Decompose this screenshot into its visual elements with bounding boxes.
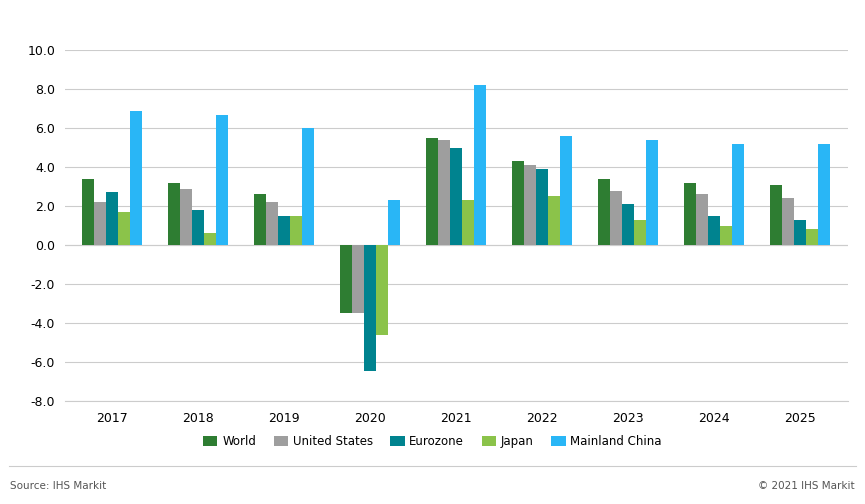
Bar: [721, 226, 733, 245]
Bar: [106, 193, 119, 245]
Bar: [451, 148, 462, 245]
Bar: [119, 212, 131, 245]
Bar: [548, 197, 561, 245]
Bar: [696, 195, 708, 245]
Bar: [646, 140, 658, 245]
Bar: [204, 233, 216, 245]
Bar: [733, 144, 745, 245]
Bar: [82, 179, 94, 245]
Bar: [364, 245, 376, 371]
Bar: [279, 216, 291, 245]
Bar: [622, 204, 634, 245]
Bar: [782, 198, 794, 245]
Bar: [388, 200, 400, 245]
Bar: [794, 220, 806, 245]
Bar: [524, 165, 536, 245]
Bar: [266, 202, 279, 245]
Text: © 2021 IHS Markit: © 2021 IHS Markit: [758, 481, 855, 491]
Bar: [180, 188, 192, 245]
Bar: [770, 184, 782, 245]
Text: Real GDP (percent change): Real GDP (percent change): [11, 15, 277, 33]
Bar: [684, 183, 696, 245]
Text: Source: IHS Markit: Source: IHS Markit: [10, 481, 106, 491]
Bar: [474, 86, 486, 245]
Bar: [536, 169, 548, 245]
Bar: [254, 195, 266, 245]
Bar: [462, 200, 474, 245]
Bar: [94, 202, 106, 245]
Bar: [168, 183, 180, 245]
Bar: [291, 216, 302, 245]
Bar: [426, 138, 439, 245]
Bar: [216, 114, 228, 245]
Bar: [352, 245, 364, 313]
Bar: [806, 229, 818, 245]
Bar: [599, 179, 611, 245]
Bar: [561, 136, 573, 245]
Bar: [512, 161, 524, 245]
Bar: [302, 128, 314, 245]
Legend: World, United States, Eurozone, Japan, Mainland China: World, United States, Eurozone, Japan, M…: [198, 430, 667, 453]
Bar: [611, 191, 622, 245]
Bar: [131, 111, 143, 245]
Bar: [340, 245, 352, 313]
Bar: [439, 140, 451, 245]
Bar: [192, 210, 204, 245]
Bar: [708, 216, 721, 245]
Bar: [818, 144, 830, 245]
Bar: [634, 220, 646, 245]
Bar: [376, 245, 388, 335]
